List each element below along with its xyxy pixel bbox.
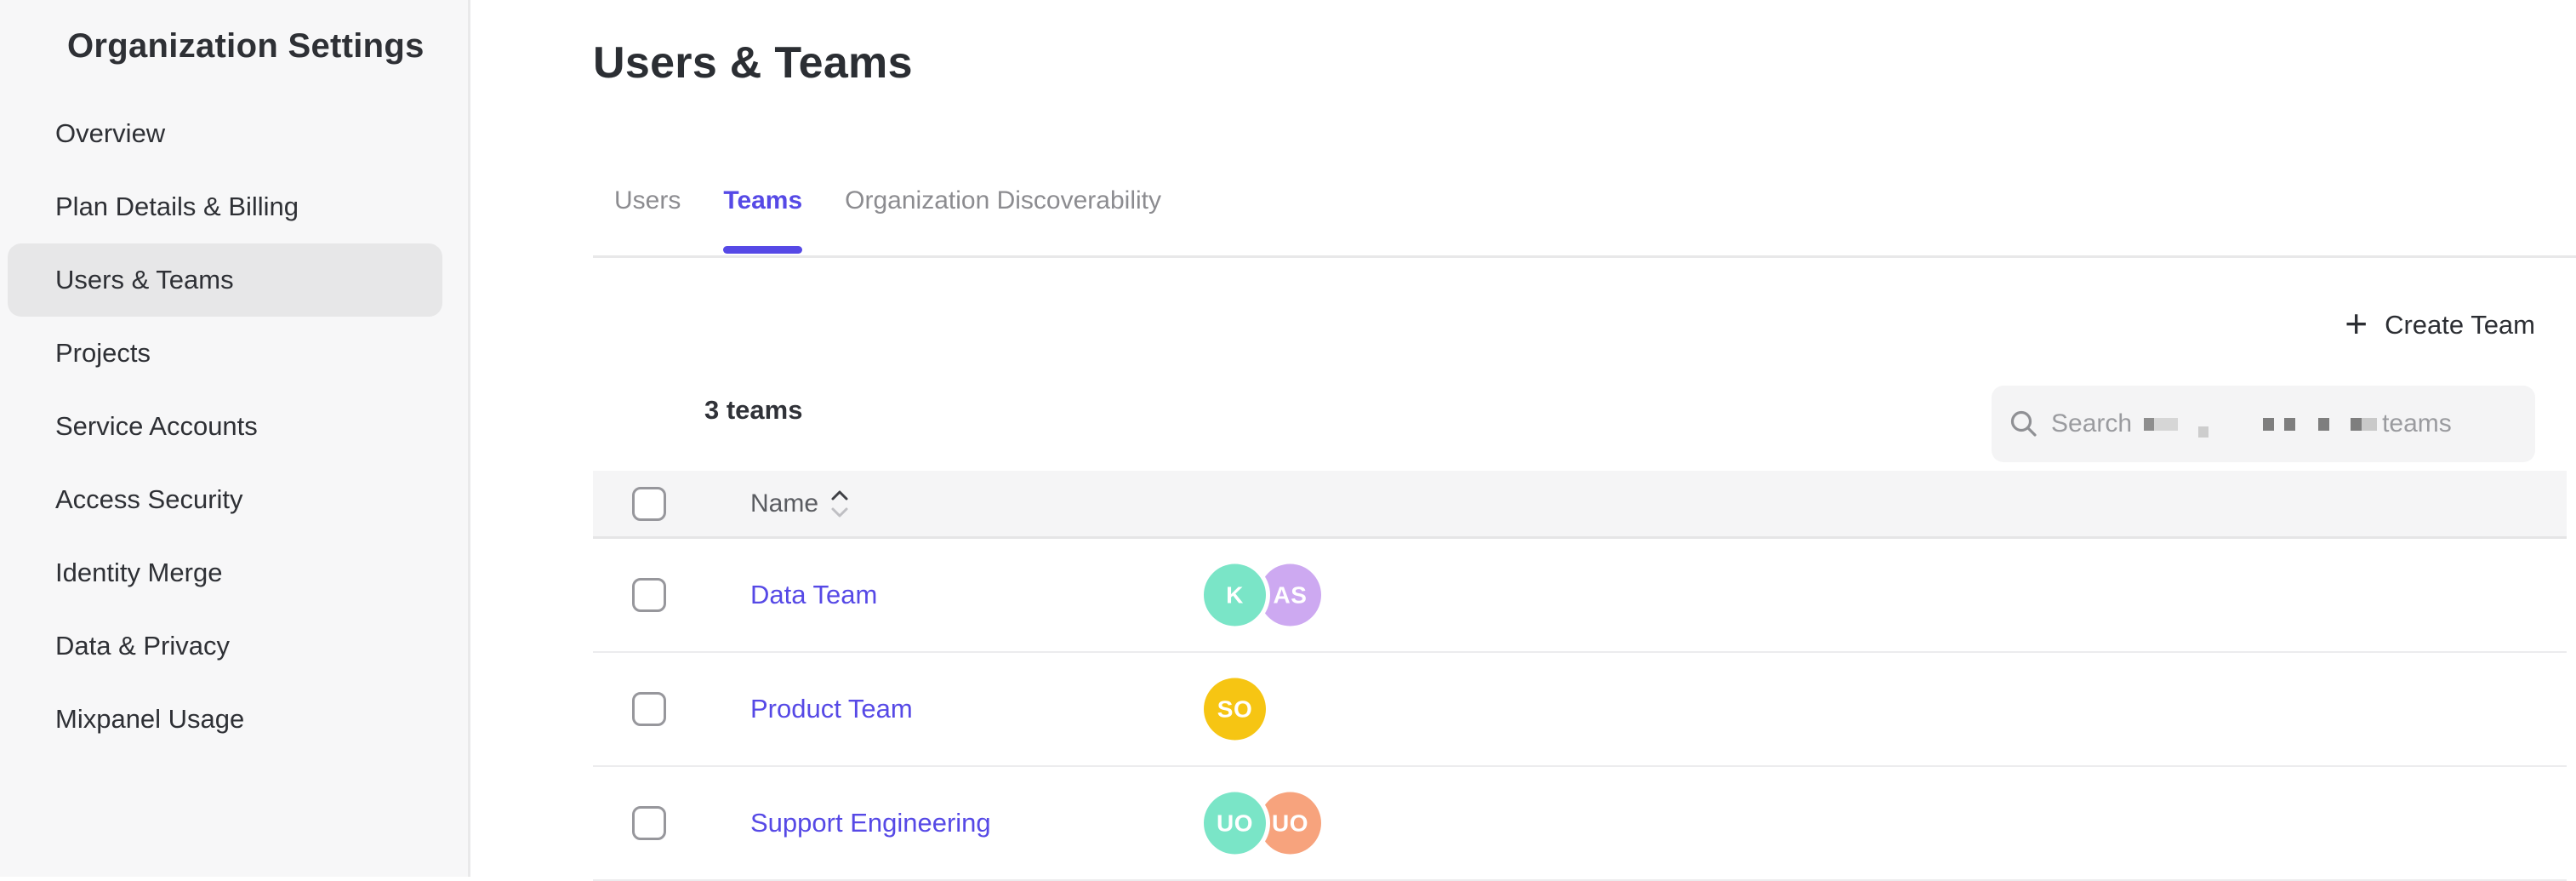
sidebar-item-mixpanel-usage[interactable]: Mixpanel Usage: [55, 704, 245, 734]
avatar: UO: [1204, 792, 1266, 855]
table-row: Data Team K AS: [593, 539, 2567, 653]
select-all-checkbox[interactable]: [632, 486, 666, 521]
avatar: AS: [1259, 563, 1321, 626]
sidebar-item-projects[interactable]: Projects: [55, 338, 151, 368]
table-row: Product Team SO: [593, 653, 2567, 767]
create-team-label: Create Team: [2385, 310, 2535, 340]
teams-table: Name Data Team K AS Product Team SO Suppo…: [593, 471, 2567, 881]
redacted-block: [2351, 417, 2362, 431]
team-member-avatars: UO UO: [1204, 792, 1321, 855]
name-column-header[interactable]: Name: [750, 489, 849, 519]
avatar: UO: [1259, 792, 1321, 855]
sort-icon: [831, 490, 848, 517]
sidebar-item-users-teams[interactable]: Users & Teams: [8, 243, 442, 317]
sidebar-nav: Overview Plan Details & Billing Users & Te…: [0, 97, 468, 756]
redacted-block: [2144, 417, 2155, 431]
redacted-block: [2154, 417, 2179, 431]
page-title: Users & Teams: [593, 38, 913, 88]
row-checkbox[interactable]: [632, 692, 666, 726]
sidebar-item-identity-merge[interactable]: Identity Merge: [55, 558, 223, 587]
row-checkbox[interactable]: [632, 578, 666, 612]
redacted-block: [2263, 417, 2275, 431]
sidebar-item-plan-details-billing[interactable]: Plan Details & Billing: [55, 192, 299, 221]
team-name-link[interactable]: Support Engineering: [750, 808, 991, 838]
search-placeholder-prefix: Search: [2051, 409, 2133, 438]
search-icon: [2010, 410, 2037, 437]
team-name-link[interactable]: Product Team: [750, 694, 913, 724]
avatar: SO: [1204, 678, 1266, 741]
sidebar-item-access-security[interactable]: Access Security: [55, 484, 243, 514]
table-header-row: Name: [593, 471, 2567, 539]
sidebar-item-service-accounts[interactable]: Service Accounts: [55, 411, 258, 441]
search-redacted-text: [2132, 417, 2378, 438]
sidebar-title: Organization Settings: [67, 27, 425, 65]
tab-organization-discoverability[interactable]: Organization Discoverability: [845, 186, 1161, 215]
row-checkbox[interactable]: [632, 806, 666, 840]
team-name-link[interactable]: Data Team: [750, 580, 878, 609]
sidebar-item-data-privacy[interactable]: Data & Privacy: [55, 631, 231, 661]
tab-bar: Users Teams Organization Discoverability: [593, 146, 2576, 258]
team-member-avatars: SO: [1204, 678, 1266, 741]
team-member-avatars: K AS: [1204, 563, 1321, 626]
avatar: K: [1204, 563, 1266, 626]
name-column-label: Name: [750, 489, 819, 518]
search-placeholder-suffix: teams: [2382, 409, 2452, 438]
teams-count: 3 teams: [704, 395, 803, 425]
create-team-button[interactable]: + Create Team: [2345, 300, 2535, 351]
sidebar: Organization Settings Overview Plan Detai…: [0, 0, 470, 877]
sidebar-item-overview[interactable]: Overview: [55, 118, 166, 148]
plus-icon: +: [2345, 301, 2368, 346]
table-body: Data Team K AS Product Team SO Support En…: [593, 539, 2567, 881]
redacted-block: [2198, 426, 2209, 438]
redacted-block: [2318, 417, 2330, 431]
redacted-block: [2362, 417, 2378, 431]
tab-users[interactable]: Users: [614, 186, 681, 215]
tab-teams[interactable]: Teams: [702, 146, 824, 255]
redacted-block: [2284, 417, 2296, 431]
table-row: Support Engineering UO UO: [593, 767, 2567, 881]
search-teams-input[interactable]: Search teams: [1992, 386, 2535, 462]
